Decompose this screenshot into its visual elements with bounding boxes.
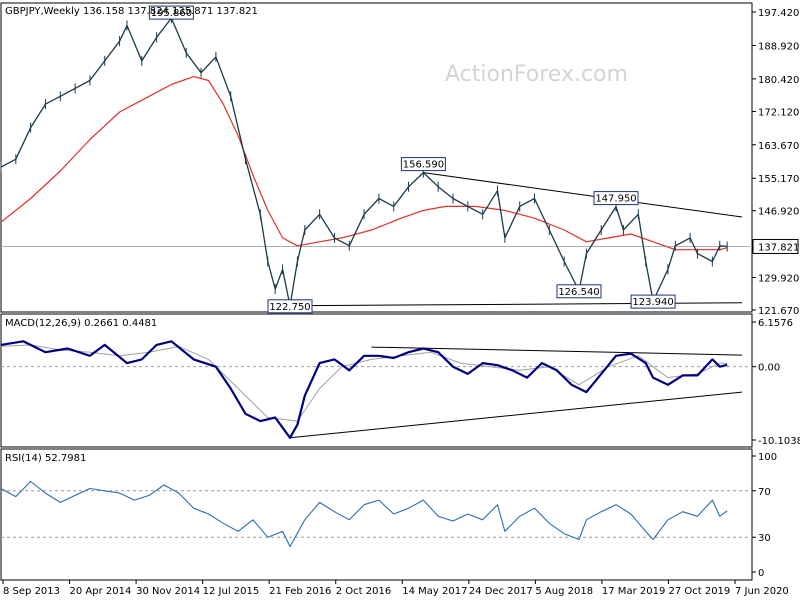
time-axis-label: 14 May 2017 [402,586,467,597]
price-trendline [423,172,743,218]
macd-signal-line [0,344,728,422]
time-axis-label: 7 Jun 2020 [735,586,789,597]
time-axis-label: 20 Apr 2014 [70,586,132,597]
macd-axis-label: 6.1576 [758,318,793,329]
time-axis-label: 30 Nov 2014 [136,586,200,597]
price-axis-label: 155.170 [758,174,799,185]
time-axis-label: 12 Jul 2015 [203,586,260,597]
price-axis-label: 188.920 [758,41,799,52]
price-series-line [0,17,728,307]
rsi-axis-label: 30 [758,533,771,544]
level-annotation-box [556,284,602,299]
time-axis-label: 21 Feb 2016 [269,586,331,597]
current-price-tag [752,238,799,254]
macd-trendline [371,346,743,356]
time-axis-label: 17 Mar 2019 [602,586,665,597]
level-annotation-box [593,191,639,206]
rsi-axis-label: 0 [758,568,764,579]
current-price-label: 137.821 [758,242,799,253]
axes-layer: 197.420 188.920 180.420 172.120 163.670 155.1… [2,8,800,597]
time-axis-label: 5 Aug 2018 [535,586,593,597]
rsi-layer [0,480,752,548]
macd-line [0,340,728,439]
macd-header: MACD(12,26,9) 0.2661 0.4481 [5,318,157,329]
rsi-line [0,480,728,548]
price-axis-label: 129.920 [758,274,799,285]
level-annotation-box [148,5,194,20]
rsi-header: RSI(14) 52.7981 [5,453,86,464]
watermark: ActionForex.com [445,62,628,87]
time-axis-label: 8 Sep 2013 [3,586,60,597]
level-annotation-box [400,157,446,172]
level-annotation-label: 126.540 [558,287,599,298]
time-axis-label: 27 Oct 2019 [668,586,730,597]
rsi-axis-label: 70 [758,487,771,498]
rsi-axis-label: 100 [758,452,777,463]
time-axis-label: 2 Oct 2016 [336,586,391,597]
price-axis-label: 146.920 [758,207,799,218]
price-panel-frame [0,2,753,313]
price-axis-label: 180.420 [758,75,799,86]
price-axis-label: 197.420 [758,8,799,19]
price-axis-label: 121.670 [758,306,799,317]
rsi-panel-frame [0,448,753,581]
level-annotation-box [630,294,676,309]
level-annotation-label: 122.750 [269,302,310,313]
level-annotation-box [267,299,313,314]
price-layer: 195.860 156.590 147.950 126.540 123.940 122.7… [0,5,752,314]
level-annotation-label: 195.860 [151,8,192,19]
level-annotation-label: 123.940 [632,297,673,308]
price-axis-label: 172.120 [758,108,799,119]
macd-panel-frame [0,313,753,448]
macd-layer [0,340,752,439]
level-annotation-label: 147.950 [595,194,636,205]
macd-axis-label: 0.00 [758,363,780,374]
macd-trendline [289,391,743,439]
time-axis-label: 24 Dec 2017 [469,586,533,597]
moving-average-line [0,76,728,251]
macd-axis-label: -10.1038 [758,436,800,447]
price-header: GBPJPY,Weekly 136.158 137.824 135.871 13… [5,6,258,17]
level-annotation-label: 156.590 [403,160,444,171]
price-axis-label: 163.670 [758,141,799,152]
